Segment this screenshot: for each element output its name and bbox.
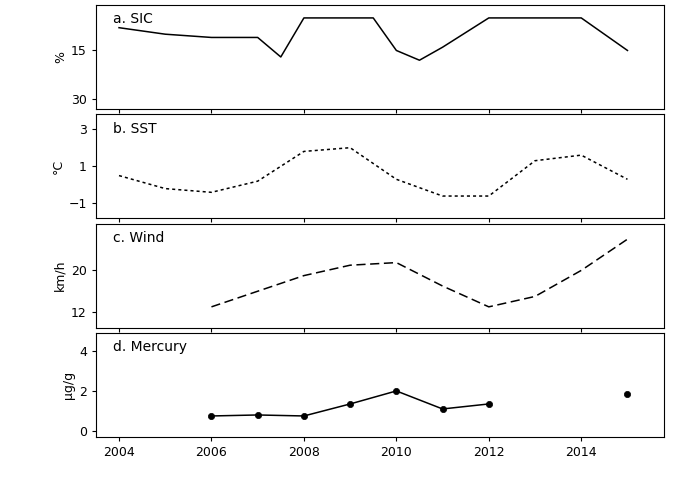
- Y-axis label: μg/g: μg/g: [62, 371, 75, 399]
- Text: b. SST: b. SST: [113, 121, 157, 136]
- Y-axis label: °C: °C: [51, 159, 64, 174]
- Text: c. Wind: c. Wind: [113, 231, 164, 245]
- Text: d. Mercury: d. Mercury: [113, 340, 187, 354]
- Y-axis label: km/h: km/h: [54, 260, 67, 291]
- Text: a. SIC: a. SIC: [113, 12, 153, 26]
- Y-axis label: %: %: [54, 51, 67, 63]
